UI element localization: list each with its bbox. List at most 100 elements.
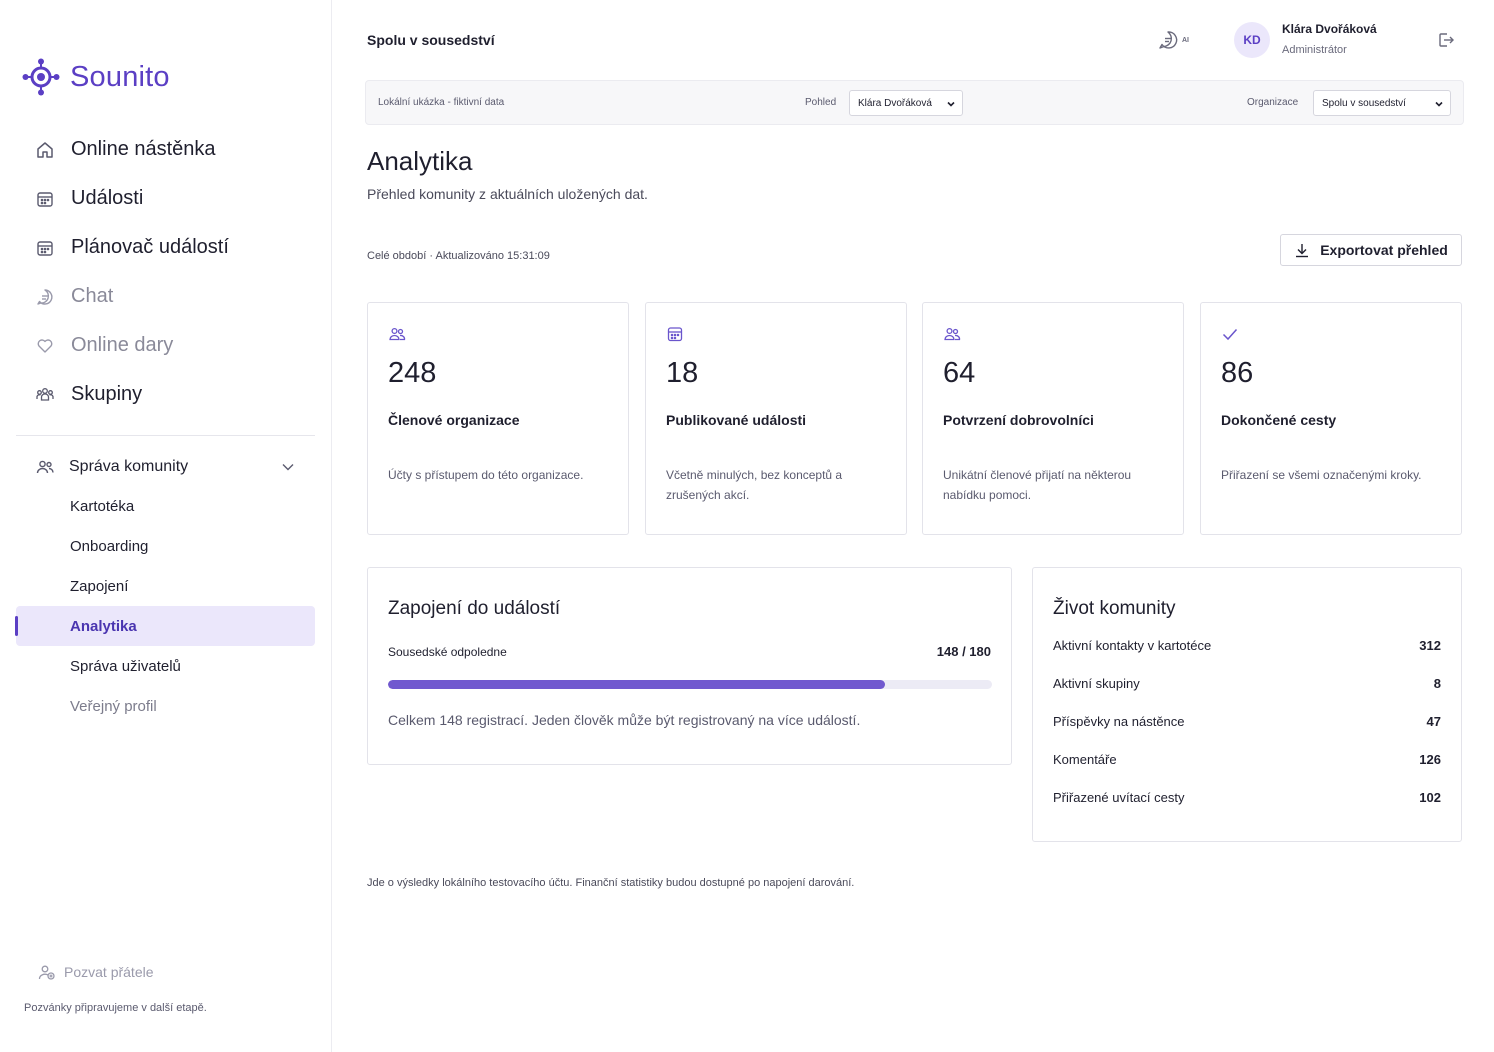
community-row: Aktivní skupiny 8 [1053, 676, 1441, 696]
nav-item-udalosti[interactable]: Události [16, 174, 315, 223]
demo-note: Lokální ukázka - fiktivní data [378, 97, 505, 108]
row-label: Příspěvky na nástěnce [1053, 714, 1185, 729]
community-panel: Život komunity Aktivní kontakty v kartot… [1032, 567, 1462, 842]
subnav-item-analytika[interactable]: Analytika [15, 606, 315, 646]
subnav-item-verejny-profil[interactable]: Veřejný profil [70, 697, 157, 715]
users-icon [35, 457, 55, 477]
stat-value: 86 [1221, 357, 1254, 389]
users-icon [943, 325, 961, 343]
stat-value: 248 [388, 357, 437, 389]
subnav-item-zapojeni[interactable]: Zapojení [70, 577, 129, 595]
stat-value: 18 [666, 357, 699, 389]
nav-item-skupiny[interactable]: Skupiny [16, 370, 315, 419]
subnav-item-sprava-uzivatelu[interactable]: Správa uživatelů [70, 657, 181, 675]
subnav-item-onboarding[interactable]: Onboarding [70, 537, 149, 555]
nav-item-label: Online dary [71, 334, 174, 356]
sidebar: Sounito Online nástěnka Události Plánova… [0, 0, 332, 1052]
row-value: 102 [1419, 790, 1441, 805]
stat-value: 64 [943, 357, 976, 389]
stat-description: Přiřazení se všemi označenými kroky. [1221, 468, 1422, 482]
row-value: 312 [1419, 638, 1441, 653]
page-title: Analytika [367, 146, 473, 176]
brand-name: Sounito [70, 60, 170, 93]
stat-card-volunteers: 64 Potvrzení dobrovolníci Unikátní členo… [922, 302, 1184, 535]
sidebar-divider [16, 435, 315, 436]
stat-description: Účty s přístupem do této organizace. [388, 468, 584, 482]
footer-note: Jde o výsledky lokálního testovacího účt… [367, 877, 855, 889]
stat-title: Dokončené cesty [1221, 412, 1337, 428]
community-row: Přiřazené uvítací cesty 102 [1053, 790, 1441, 810]
calendar-icon [35, 238, 55, 258]
stat-title: Členové organizace [388, 412, 520, 428]
row-label: Aktivní kontakty v kartotéce [1053, 638, 1212, 653]
stat-description: Unikátní členové přijatí na některou nab… [943, 468, 1132, 502]
progress-fill [388, 680, 885, 689]
avatar[interactable]: KD [1234, 22, 1270, 58]
logout-icon [1437, 31, 1455, 49]
period-info: Celé období · Aktualizováno 15:31:09 [367, 250, 550, 262]
user-name: Klára Dvořáková [1282, 22, 1377, 36]
invite-note: Pozvánky připravujeme v další etapě. [24, 1002, 207, 1014]
export-label: Exportovat přehled [1320, 242, 1448, 258]
stat-card-events: 18 Publikované události Včetně minulých,… [645, 302, 907, 535]
row-value: 47 [1426, 714, 1441, 729]
org-select[interactable]: Spolu v sousedství [1313, 90, 1451, 116]
logout-button[interactable] [1437, 31, 1455, 49]
heart-icon [35, 336, 55, 356]
community-row: Příspěvky na nástěnce 47 [1053, 714, 1441, 734]
stat-description: Včetně minulých, bez konceptů a zrušenýc… [666, 468, 843, 502]
section-label: Správa komunity [69, 458, 189, 475]
download-icon [1294, 242, 1310, 258]
chevron-down-icon [1434, 99, 1444, 109]
nav-item-planovac-udalosti[interactable]: Plánovač událostí [16, 223, 315, 272]
row-value: 8 [1433, 676, 1441, 691]
nav-item-online-nastenka[interactable]: Online nástěnka [16, 125, 315, 174]
invite-label: Pozvat přátele [64, 964, 154, 980]
export-button[interactable]: Exportovat přehled [1280, 234, 1462, 266]
org-select-value: Spolu v sousedství [1322, 97, 1406, 109]
chevron-down-icon[interactable] [281, 460, 295, 474]
nav-item-label: Chat [71, 285, 114, 307]
nav-item-online-dary[interactable]: Online dary [16, 321, 315, 370]
row-label: Přiřazené uvítací cesty [1053, 790, 1185, 805]
calendar-icon [35, 189, 55, 209]
subnav-item-kartoteka[interactable]: Kartotéka [70, 497, 135, 515]
engagement-panel: Zapojení do událostí Sousedské odpoledne… [367, 567, 1012, 765]
stat-card-journeys: 86 Dokončené cesty Přiřazení se všemi oz… [1200, 302, 1462, 535]
panel-title: Zapojení do událostí [388, 598, 561, 619]
row-label: Aktivní skupiny [1053, 676, 1140, 691]
nav-item-label: Online nástěnka [71, 138, 216, 160]
brand-logo[interactable]: Sounito [22, 58, 170, 96]
nav-item-label: Skupiny [71, 383, 143, 405]
row-label: Komentáře [1053, 752, 1117, 767]
chevron-down-icon [946, 99, 956, 109]
org-title: Spolu v sousedství [367, 32, 495, 48]
stat-title: Publikované události [666, 412, 807, 428]
ai-label: AI [1182, 36, 1189, 44]
page-subtitle: Přehled komunity z aktuálních uložených … [367, 186, 648, 202]
ai-chat-button[interactable]: AI [1158, 30, 1189, 50]
row-value: 126 [1419, 752, 1441, 767]
community-row: Aktivní kontakty v kartotéce 312 [1053, 638, 1441, 658]
users-icon [388, 325, 406, 343]
demo-bar: Lokální ukázka - fiktivní data Pohled Kl… [365, 80, 1464, 125]
nav-item-label: Události [71, 187, 144, 209]
subnav: Kartotéka Onboarding Zapojení Analytika … [15, 486, 315, 726]
groups-icon [35, 385, 55, 405]
invite-friends-button[interactable]: Pozvat přátele [38, 963, 154, 981]
calendar-icon [666, 325, 684, 343]
section-sprava-komunity[interactable]: Správa komunity [16, 448, 315, 486]
event-name: Sousedské odpoledne [388, 645, 507, 659]
view-select-value: Klára Dvořáková [858, 97, 932, 109]
chat-icon [1158, 30, 1180, 50]
org-label: Organizace [1247, 97, 1299, 108]
view-label: Pohled [805, 97, 837, 108]
view-select[interactable]: Klára Dvořáková [849, 90, 963, 116]
home-icon [35, 140, 55, 160]
event-count: 148 / 180 [936, 644, 991, 659]
community-row: Komentáře 126 [1053, 752, 1441, 772]
user-role: Administrátor [1282, 44, 1347, 56]
nav-item-label: Plánovač událostí [71, 236, 229, 258]
event-note: Celkem 148 registrací. Jeden člověk může… [388, 712, 861, 728]
nav-item-chat[interactable]: Chat [16, 272, 315, 321]
